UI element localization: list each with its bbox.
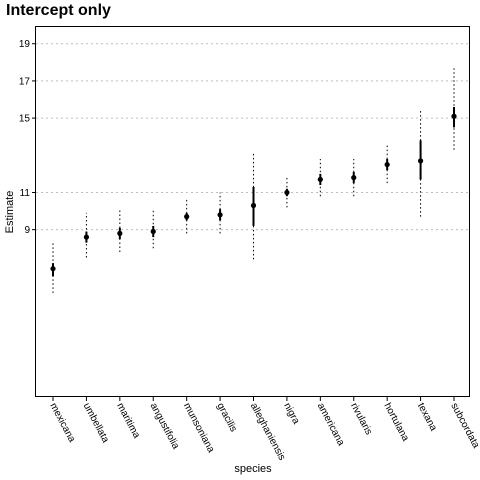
y-tick-label: 19 — [19, 39, 31, 50]
estimate-point — [451, 113, 457, 119]
x-tick-label: alleghaniensis — [248, 401, 287, 462]
estimate-point — [384, 161, 390, 168]
estimate-point — [317, 176, 323, 183]
y-tick-label: 15 — [19, 114, 31, 125]
x-axis-title: species — [234, 463, 272, 475]
x-tick-label: gracilis — [214, 401, 238, 434]
estimate-point — [50, 266, 56, 272]
y-tick-label: 11 — [20, 188, 31, 199]
y-axis: 9 11 15 17 19 — [19, 39, 36, 236]
x-tick-label: nigra — [281, 401, 301, 426]
estimate-point — [184, 214, 190, 220]
chart-title: Intercept only — [6, 2, 111, 19]
data-marks — [50, 67, 457, 293]
x-tick-label: hortulana — [382, 401, 411, 443]
x-tick-label: angustifolia — [148, 401, 182, 451]
estimate-point — [284, 189, 290, 196]
x-tick-label: umbellata — [81, 401, 111, 445]
estimate-point — [150, 228, 156, 235]
estimate-point — [217, 212, 223, 218]
x-tick-label: americana — [315, 401, 347, 448]
y-axis-title: Estimate — [4, 191, 16, 234]
y-tick-label: 9 — [24, 225, 30, 236]
y-tick-label: 17 — [19, 76, 31, 87]
x-tick-label: munsoniana — [181, 401, 216, 455]
estimate-point — [117, 230, 123, 236]
estimate-point — [417, 158, 424, 164]
x-tick-label: rivularis — [348, 401, 374, 437]
x-tick-label: mexicana — [47, 401, 77, 444]
x-tick-label: maritima — [114, 401, 142, 440]
estimate-point — [83, 234, 90, 240]
estimate-point — [250, 202, 257, 209]
x-tick-label: subcordata — [448, 401, 480, 450]
x-axis: mexicana umbellata maritima angustifolia mun… — [47, 397, 480, 462]
plot-border — [35, 26, 470, 397]
estimate-point — [351, 175, 357, 181]
x-tick-label: texana — [415, 401, 439, 433]
